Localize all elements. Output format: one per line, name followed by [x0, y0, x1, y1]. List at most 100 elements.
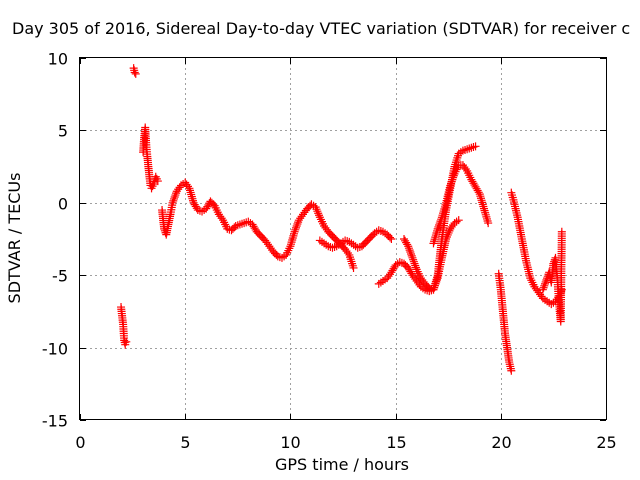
data-point [411, 261, 420, 270]
data-point [405, 246, 414, 255]
data-point [212, 206, 221, 215]
data-point [444, 228, 453, 237]
y-tick-label: -5 [52, 267, 68, 286]
data-point [465, 144, 474, 153]
data-point [346, 253, 355, 262]
data-point [461, 145, 470, 154]
y-tick-label: -15 [42, 412, 68, 431]
data-point [314, 209, 323, 218]
data-point [448, 175, 457, 184]
data-point [404, 242, 413, 251]
data-point [204, 200, 213, 209]
data-point [250, 224, 259, 233]
data-point [291, 225, 300, 234]
y-tick-label: 5 [58, 122, 68, 141]
x-tick-label: 20 [491, 433, 511, 452]
data-point [480, 206, 489, 215]
data-point [478, 198, 487, 207]
data-point [474, 188, 483, 197]
data-point [452, 156, 461, 165]
data-point [171, 191, 180, 200]
data-point [484, 219, 493, 228]
data-point [169, 196, 178, 205]
y-tick-label: 10 [48, 50, 68, 69]
data-point [467, 143, 476, 152]
data-point [540, 279, 549, 288]
data-point [507, 366, 516, 375]
data-point [294, 218, 303, 227]
data-point [539, 283, 548, 292]
data-point [168, 198, 177, 207]
data-point [557, 227, 566, 236]
data-point [407, 249, 416, 258]
data-point [153, 177, 162, 186]
data-point [430, 237, 439, 246]
data-point [349, 263, 358, 272]
data-point [477, 196, 486, 205]
chart-title: Day 305 of 2016, Sidereal Day-to-day VTE… [12, 19, 630, 38]
data-point [482, 212, 491, 221]
data-point [343, 248, 352, 257]
data-point [290, 227, 299, 236]
data-point [435, 221, 444, 230]
data-point [292, 223, 301, 232]
data-point [186, 186, 195, 195]
data-point [313, 207, 322, 216]
data-point [538, 285, 547, 294]
axes: 0 5 10 15 20 25 -15 -10 -5 0 5 10 [42, 50, 617, 453]
data-point [293, 220, 302, 229]
data-point [429, 239, 438, 248]
data-point [471, 142, 480, 151]
data-point [437, 215, 446, 224]
data-point [411, 263, 420, 272]
data-point [348, 259, 357, 268]
data-point [175, 183, 184, 192]
data-point [403, 240, 412, 249]
data-point [242, 218, 251, 227]
y-tick-label: -10 [42, 340, 68, 359]
data-point [478, 200, 487, 209]
data-point [430, 235, 439, 244]
data-point [315, 211, 324, 220]
data-point [449, 221, 458, 230]
data-point [431, 231, 440, 240]
data-point [435, 219, 444, 228]
x-tick-label: 5 [180, 433, 190, 452]
data-point [446, 181, 455, 190]
data-point [397, 258, 406, 267]
data-point [447, 177, 456, 186]
grid [80, 58, 606, 420]
data-markers [117, 64, 566, 375]
data-point [415, 280, 424, 289]
x-tick-label: 0 [75, 433, 85, 452]
data-point [449, 171, 458, 180]
data-point [483, 217, 492, 226]
data-point [461, 165, 470, 174]
data-point [481, 208, 490, 217]
data-point [431, 233, 440, 242]
data-point [348, 261, 357, 270]
x-tick-label: 15 [386, 433, 406, 452]
x-axis-label: GPS time / hours [275, 455, 409, 474]
data-point [447, 179, 456, 188]
data-point [184, 182, 193, 191]
data-point [409, 257, 418, 266]
data-point [537, 292, 546, 301]
data-point [409, 255, 418, 264]
data-point [288, 233, 297, 242]
data-point [170, 193, 179, 202]
y-axis-label: SDTVAR / TECUs [5, 173, 24, 304]
data-point [330, 242, 339, 251]
data-point [343, 237, 352, 246]
data-point [288, 236, 297, 245]
data-point [482, 214, 491, 223]
data-point [410, 259, 419, 268]
x-tick-label: 10 [280, 433, 300, 452]
data-point [233, 221, 242, 230]
data-point [355, 242, 364, 251]
data-point [292, 221, 301, 230]
data-point [481, 210, 490, 219]
data-point [436, 217, 445, 226]
data-point [187, 192, 196, 201]
